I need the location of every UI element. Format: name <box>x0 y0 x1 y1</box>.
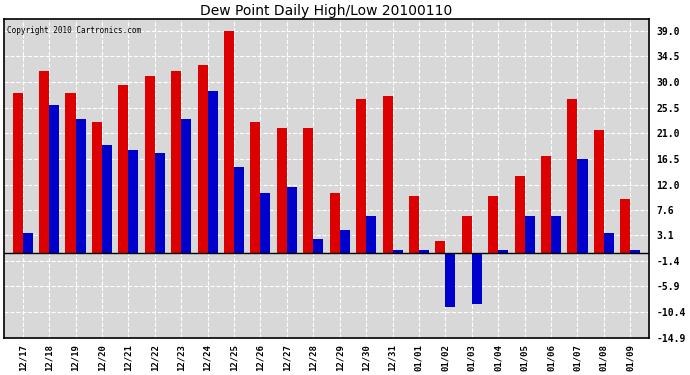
Bar <box>171 70 181 253</box>
Bar <box>604 233 614 253</box>
Bar <box>287 188 297 253</box>
Bar <box>330 193 339 253</box>
Text: Copyright 2010 Cartronics.com: Copyright 2010 Cartronics.com <box>8 26 141 35</box>
Bar <box>313 238 324 253</box>
Title: Dew Point Daily High/Low 20100110: Dew Point Daily High/Low 20100110 <box>200 4 453 18</box>
Bar <box>181 119 191 253</box>
Bar <box>515 176 524 253</box>
Bar <box>250 122 260 253</box>
Bar <box>567 99 578 253</box>
Bar <box>208 90 217 253</box>
Bar <box>39 70 49 253</box>
Bar <box>435 242 445 253</box>
Bar <box>541 156 551 253</box>
Bar <box>339 230 350 253</box>
Bar <box>419 250 429 253</box>
Bar <box>234 167 244 253</box>
Bar <box>155 153 165 253</box>
Bar <box>551 216 561 253</box>
Bar <box>445 253 455 307</box>
Bar <box>92 122 102 253</box>
Bar <box>49 105 59 253</box>
Bar <box>356 99 366 253</box>
Bar <box>489 196 498 253</box>
Bar <box>462 216 472 253</box>
Bar <box>66 93 75 253</box>
Bar <box>498 250 509 253</box>
Bar <box>366 216 376 253</box>
Bar <box>472 253 482 304</box>
Bar <box>382 96 393 253</box>
Bar <box>277 128 287 253</box>
Bar <box>524 216 535 253</box>
Bar <box>197 65 208 253</box>
Bar <box>118 85 128 253</box>
Bar <box>393 250 402 253</box>
Bar <box>260 193 270 253</box>
Bar <box>594 130 604 253</box>
Bar <box>578 159 587 253</box>
Bar <box>224 31 234 253</box>
Bar <box>75 119 86 253</box>
Bar <box>303 128 313 253</box>
Bar <box>128 150 139 253</box>
Bar <box>102 145 112 253</box>
Bar <box>631 250 640 253</box>
Bar <box>12 93 23 253</box>
Bar <box>409 196 419 253</box>
Bar <box>23 233 32 253</box>
Bar <box>620 199 631 253</box>
Bar <box>145 76 155 253</box>
